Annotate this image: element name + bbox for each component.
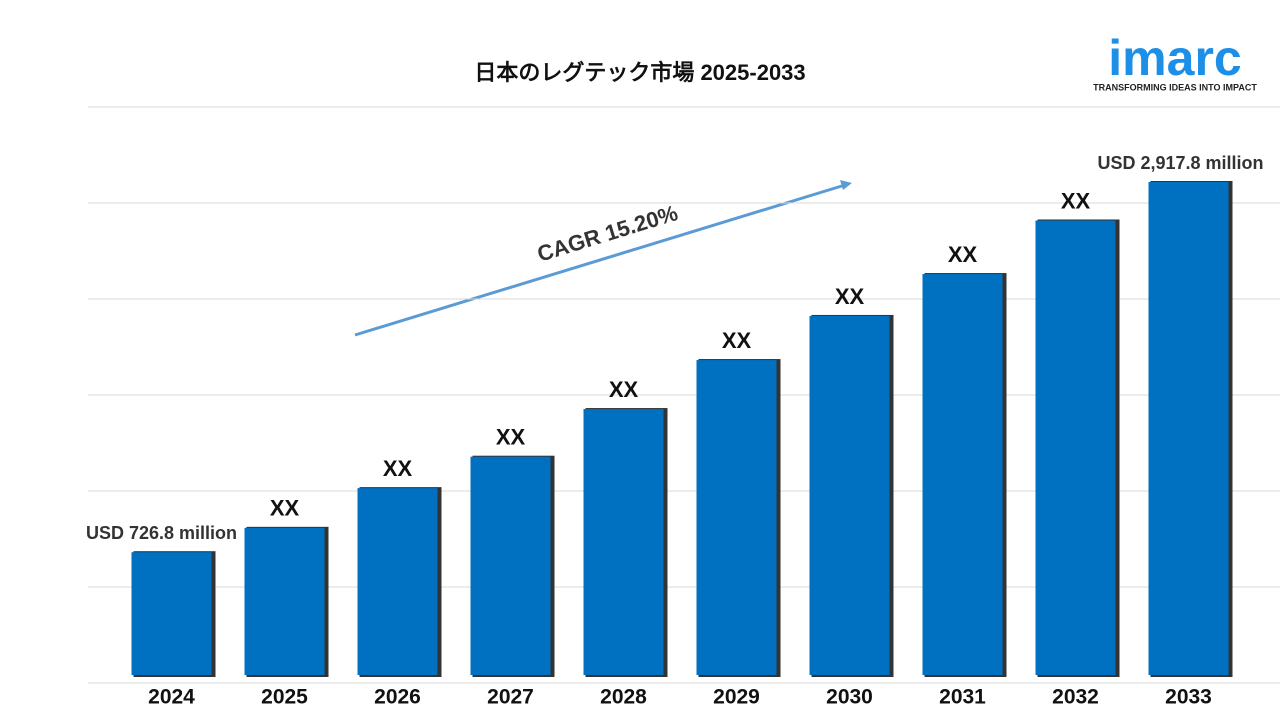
bar <box>470 456 551 675</box>
bar <box>1035 220 1116 675</box>
x-tick-label: 2031 <box>939 686 986 709</box>
value-label: USD 726.8 million <box>86 523 237 543</box>
cagr-arrow <box>354 183 846 337</box>
value-label: XX <box>1061 188 1091 213</box>
bar <box>809 315 890 675</box>
bar <box>1148 182 1229 675</box>
bar <box>244 527 325 675</box>
bar <box>357 488 438 675</box>
value-label: XX <box>722 328 752 353</box>
value-label: XX <box>609 377 639 402</box>
x-tick-label: 2032 <box>1052 686 1099 709</box>
bar <box>583 409 664 675</box>
value-label: XX <box>383 456 413 481</box>
x-tick-label: 2029 <box>713 686 760 709</box>
bar <box>131 552 212 675</box>
bar <box>696 360 777 675</box>
x-tick-label: 2030 <box>826 686 873 709</box>
cagr-arrow-head <box>840 180 852 190</box>
chart-title: 日本のレグテック市場 2025-2033 <box>474 60 805 85</box>
x-tick-label: 2024 <box>148 686 195 709</box>
x-tick-label: 2027 <box>487 686 534 709</box>
value-label: USD 2,917.8 million <box>1097 153 1263 173</box>
value-label: XX <box>496 425 526 450</box>
x-tick-label: 2026 <box>374 686 421 709</box>
logo-tagline: TRANSFORMING IDEAS INTO IMPACT <box>1093 82 1257 92</box>
x-tick-label: 2025 <box>261 686 308 709</box>
logo: imarc <box>1108 30 1241 86</box>
value-label: XX <box>270 496 300 521</box>
x-tick-label: 2033 <box>1165 686 1212 709</box>
value-label: XX <box>948 242 978 267</box>
bar <box>922 274 1003 675</box>
x-tick-label: 2028 <box>600 686 647 709</box>
value-label: XX <box>835 284 865 309</box>
